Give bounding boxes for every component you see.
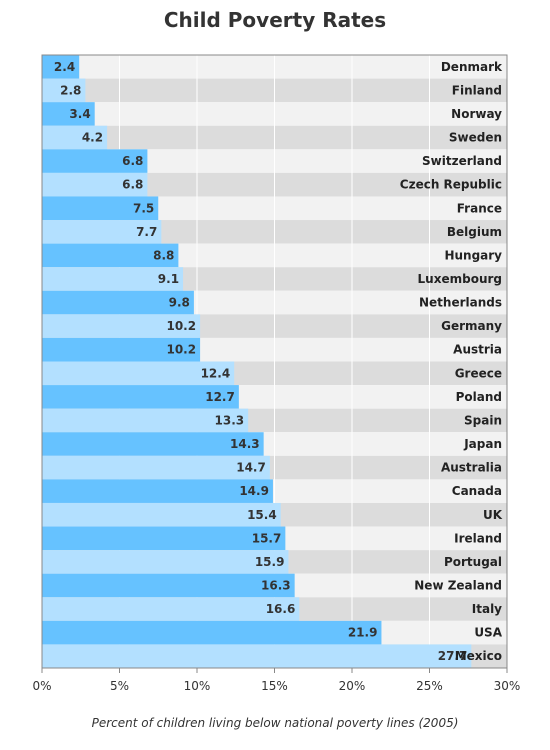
x-tick-label: 0% xyxy=(32,679,51,693)
data-label: 2.4 xyxy=(54,60,75,74)
labels: 2.4 Denmark 2.8 Finland 3.4 Norway 4.2 Sweden 6.… xyxy=(54,60,503,663)
bar xyxy=(42,361,235,386)
data-label: 10.2 xyxy=(166,343,196,357)
data-label: 14.3 xyxy=(230,437,260,451)
x-tick-label: 15% xyxy=(261,679,288,693)
data-label: 2.8 xyxy=(60,83,81,97)
bar xyxy=(42,573,295,598)
category-label: Mexico xyxy=(455,649,502,663)
bar xyxy=(42,597,300,621)
data-label: 14.9 xyxy=(239,484,269,498)
category-label: Austria xyxy=(453,343,502,357)
bar xyxy=(42,337,201,362)
data-label: 15.4 xyxy=(247,508,277,522)
bar xyxy=(42,455,270,480)
data-label: 7.7 xyxy=(136,225,157,239)
data-label: 8.8 xyxy=(153,248,174,262)
category-label: Sweden xyxy=(449,131,502,145)
bar xyxy=(42,78,86,103)
category-label: Finland xyxy=(452,83,502,97)
x-tick-label: 20% xyxy=(339,679,366,693)
category-label: UK xyxy=(483,508,503,522)
category-label: Belgium xyxy=(447,225,502,239)
x-tick-label: 10% xyxy=(184,679,211,693)
bar xyxy=(42,620,382,645)
bar xyxy=(42,550,289,574)
bar xyxy=(42,502,281,527)
bar xyxy=(42,385,239,409)
bar xyxy=(42,432,264,456)
category-label: Ireland xyxy=(454,531,502,545)
category-label: Australia xyxy=(441,461,502,475)
category-label: Switzerland xyxy=(422,154,502,168)
x-tick-label: 30% xyxy=(494,679,521,693)
bar xyxy=(42,314,201,338)
data-label: 10.2 xyxy=(166,319,196,333)
category-label: Netherlands xyxy=(419,296,502,310)
bars xyxy=(42,55,472,668)
chart-title: Child Poverty Rates xyxy=(163,8,387,32)
category-label: Poland xyxy=(456,390,502,404)
bar xyxy=(42,55,80,79)
data-label: 15.7 xyxy=(252,531,282,545)
data-label: 9.1 xyxy=(158,272,179,286)
data-label: 4.2 xyxy=(82,131,103,145)
bar xyxy=(42,102,95,126)
category-label: New Zealand xyxy=(414,578,502,592)
data-label: 7.5 xyxy=(133,201,154,215)
category-label: USA xyxy=(474,626,502,640)
category-label: Hungary xyxy=(444,248,502,262)
data-label: 6.8 xyxy=(122,178,143,192)
category-label: Portugal xyxy=(444,555,502,569)
data-label: 13.3 xyxy=(215,413,245,427)
bar xyxy=(42,290,194,315)
data-label: 16.6 xyxy=(266,602,296,616)
chart-footnote: Percent of children living below nationa… xyxy=(91,716,459,730)
bar xyxy=(42,479,273,503)
data-label: 9.8 xyxy=(169,296,190,310)
category-label: Germany xyxy=(441,319,502,333)
bar xyxy=(42,243,179,268)
category-label: Spain xyxy=(464,413,502,427)
bar xyxy=(42,267,184,291)
bar xyxy=(42,408,249,433)
x-tick-label: 25% xyxy=(416,679,443,693)
category-label: Denmark xyxy=(441,60,503,74)
x-axis: 0% 5% 10% 15% 20% 25% 30% xyxy=(32,54,521,693)
data-label: 16.3 xyxy=(261,578,291,592)
bar xyxy=(42,125,108,150)
data-label: 3.4 xyxy=(69,107,90,121)
data-label: 12.4 xyxy=(201,366,231,380)
category-label: Norway xyxy=(451,107,502,121)
category-label: Czech Republic xyxy=(400,178,502,192)
category-label: France xyxy=(457,201,502,215)
bar xyxy=(42,220,162,244)
data-label: 12.7 xyxy=(205,390,235,404)
bar xyxy=(42,526,286,551)
data-label: 27.7 xyxy=(438,649,468,663)
category-label: Italy xyxy=(472,602,502,616)
category-label: Luxembourg xyxy=(418,272,502,286)
data-label: 21.9 xyxy=(348,626,378,640)
bar xyxy=(42,644,472,668)
bar xyxy=(42,172,148,197)
data-label: 6.8 xyxy=(122,154,143,168)
x-tick-label: 5% xyxy=(110,679,129,693)
category-label: Canada xyxy=(452,484,502,498)
category-label: Japan xyxy=(463,437,502,451)
data-label: 14.7 xyxy=(236,461,266,475)
bar xyxy=(42,149,148,173)
data-label: 15.9 xyxy=(255,555,285,569)
bar xyxy=(42,196,159,221)
category-label: Greece xyxy=(455,366,502,380)
